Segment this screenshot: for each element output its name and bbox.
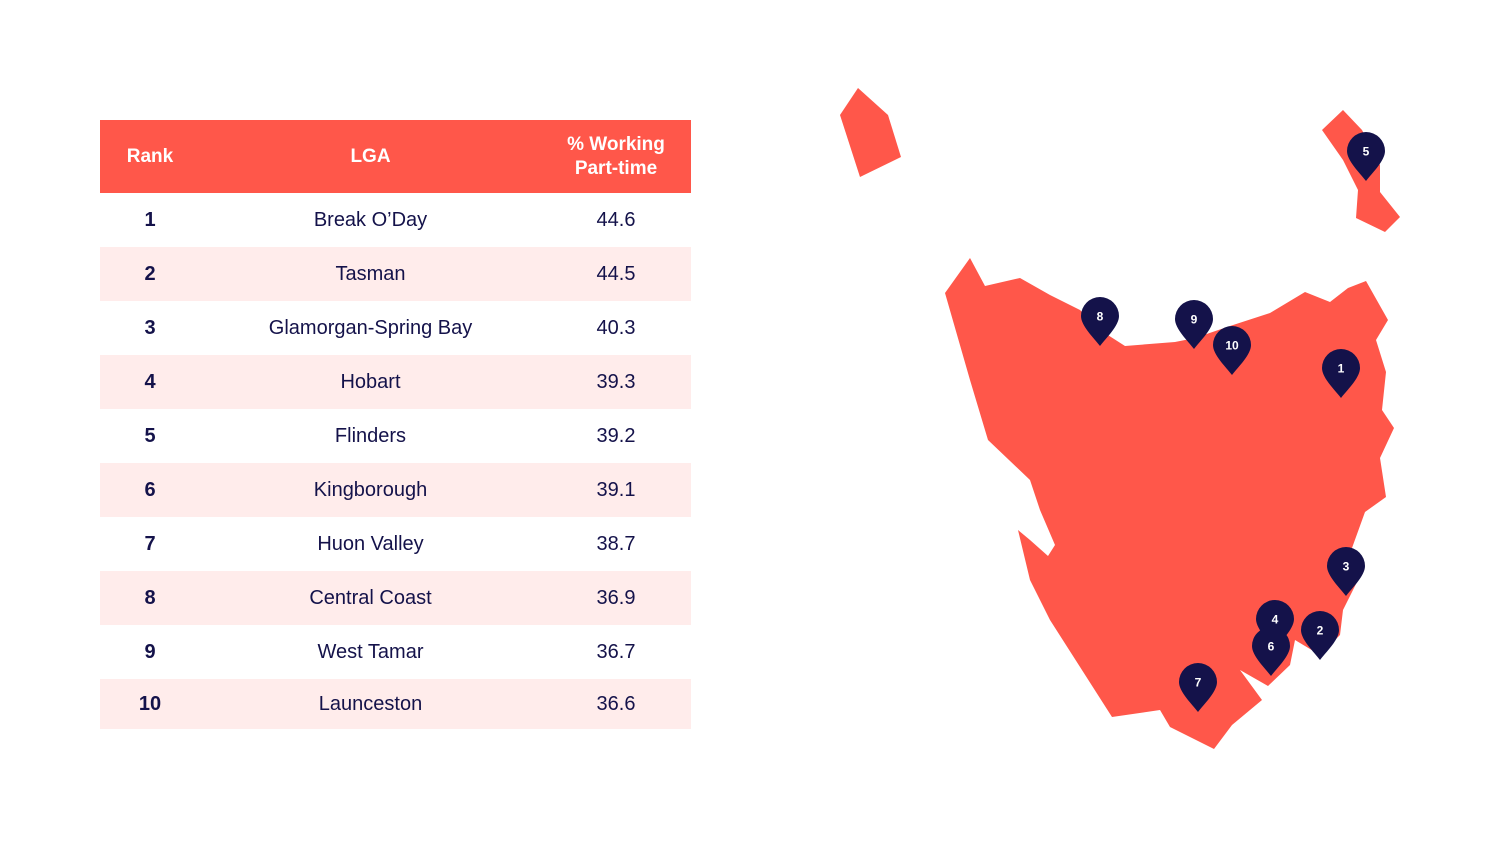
cell-pct: 36.9 bbox=[596, 587, 636, 609]
cell-pct: 38.7 bbox=[596, 533, 636, 555]
cell-pct: 39.2 bbox=[596, 425, 636, 447]
pin-marker-icon bbox=[1347, 132, 1385, 181]
map-pin-6: 6 bbox=[1252, 627, 1290, 676]
table-body: 1 Break O’Day 44.6 2 Tasman 44.5 3 Glamorgan-… bbox=[100, 193, 691, 729]
cell-lga: Break O’Day bbox=[313, 208, 428, 231]
cell-rank: 8 bbox=[144, 586, 156, 609]
map-pin-8: 8 bbox=[1081, 297, 1119, 346]
table-row: 7 Huon Valley 38.7 bbox=[100, 517, 691, 571]
pin-label: 9 bbox=[1191, 313, 1198, 327]
cell-lga: Central Coast bbox=[309, 586, 432, 609]
map-pins: 1 2 3 4 5 6 7 8 9 10 bbox=[1081, 132, 1385, 712]
cell-lga: West Tamar bbox=[317, 640, 424, 663]
header-lga: LGA bbox=[350, 145, 391, 167]
cell-rank: 6 bbox=[144, 478, 156, 501]
table-row: 1 Break O’Day 44.6 bbox=[100, 193, 691, 247]
cell-pct: 36.6 bbox=[596, 693, 636, 715]
cell-lga: Kingborough bbox=[313, 478, 428, 501]
pin-label: 1 bbox=[1338, 362, 1345, 376]
cell-pct: 39.3 bbox=[596, 371, 636, 393]
cell-rank: 4 bbox=[144, 370, 156, 393]
cell-rank: 2 bbox=[144, 262, 156, 285]
pin-label: 5 bbox=[1363, 145, 1370, 159]
pin-label: 2 bbox=[1317, 624, 1324, 638]
pin-marker-icon bbox=[1213, 326, 1251, 375]
cell-rank: 1 bbox=[144, 208, 156, 231]
cell-rank: 5 bbox=[144, 424, 156, 447]
cell-lga: Hobart bbox=[340, 370, 401, 393]
cell-lga: Tasman bbox=[335, 262, 406, 285]
map-pin-2: 2 bbox=[1301, 611, 1339, 660]
table-row: 6 Kingborough 39.1 bbox=[100, 463, 691, 517]
cell-lga: Flinders bbox=[334, 424, 407, 447]
cell-lga: Launceston bbox=[318, 692, 423, 715]
cell-rank: 9 bbox=[144, 640, 156, 663]
header-pct-line2: Part-time bbox=[574, 157, 658, 179]
cell-pct: 36.7 bbox=[596, 641, 636, 663]
pin-marker-icon bbox=[1252, 627, 1290, 676]
cell-rank: 3 bbox=[144, 316, 156, 339]
map-pin-9: 9 bbox=[1175, 300, 1213, 349]
cell-lga: Huon Valley bbox=[317, 532, 424, 555]
table-row: 5 Flinders 39.2 bbox=[100, 409, 691, 463]
pin-marker-icon bbox=[1081, 297, 1119, 346]
cell-rank: 7 bbox=[144, 532, 156, 555]
pin-label: 7 bbox=[1195, 676, 1202, 690]
pin-marker-icon bbox=[1175, 300, 1213, 349]
header-pct: % Working Part-time bbox=[541, 133, 691, 181]
map-pin-1: 1 bbox=[1322, 349, 1360, 398]
table-row: 4 Hobart 39.3 bbox=[100, 355, 691, 409]
table-row: 9 West Tamar 36.7 bbox=[100, 625, 691, 679]
ranking-table: Rank LGA % Working Part-time 1 Break O’Da… bbox=[100, 120, 691, 729]
map-pin-3: 3 bbox=[1327, 547, 1365, 596]
pin-label: 3 bbox=[1343, 560, 1350, 574]
cell-pct: 40.3 bbox=[596, 317, 636, 339]
table-row: 2 Tasman 44.5 bbox=[100, 247, 691, 301]
mainland-tasmania-shape bbox=[945, 258, 1394, 749]
pin-marker-icon bbox=[1179, 663, 1217, 712]
king-island-shape bbox=[840, 88, 901, 177]
pin-label: 6 bbox=[1268, 640, 1275, 654]
pin-label: 8 bbox=[1097, 310, 1104, 324]
cell-pct: 39.1 bbox=[596, 479, 636, 501]
cell-lga: Glamorgan-Spring Bay bbox=[268, 316, 473, 339]
pin-label: 10 bbox=[1225, 339, 1239, 353]
header-rank: Rank bbox=[126, 145, 174, 167]
pin-marker-icon bbox=[1327, 547, 1365, 596]
pin-label: 4 bbox=[1272, 613, 1279, 627]
map-pin-7: 7 bbox=[1179, 663, 1217, 712]
table-row: 3 Glamorgan-Spring Bay 40.3 bbox=[100, 301, 691, 355]
map-pin-10: 10 bbox=[1213, 326, 1251, 375]
cell-pct: 44.5 bbox=[596, 263, 636, 285]
pin-marker-icon bbox=[1322, 349, 1360, 398]
map-pin-5: 5 bbox=[1347, 132, 1385, 181]
cell-pct: 44.6 bbox=[596, 209, 636, 231]
cell-rank: 10 bbox=[138, 692, 162, 715]
pin-marker-icon bbox=[1301, 611, 1339, 660]
table-row: 8 Central Coast 36.9 bbox=[100, 571, 691, 625]
header-pct-line1: % Working bbox=[567, 133, 665, 155]
table-header: Rank LGA % Working Part-time bbox=[100, 120, 691, 193]
table-row: 10 Launceston 36.6 bbox=[100, 679, 691, 729]
